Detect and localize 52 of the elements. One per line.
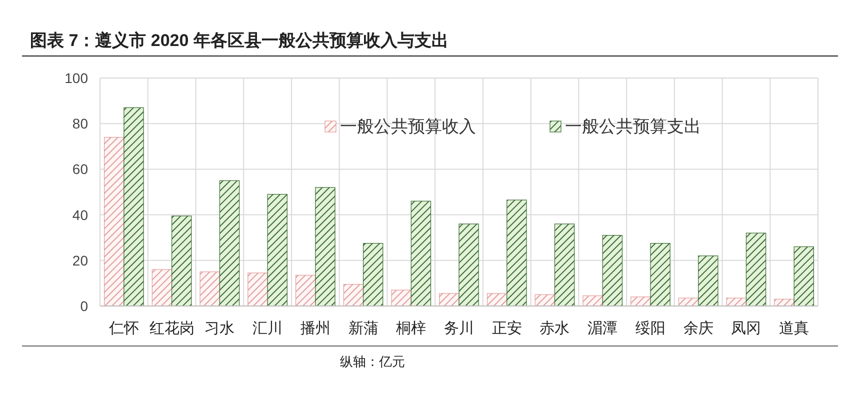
bar (248, 272, 268, 306)
bar (104, 136, 124, 306)
y-tick-label: 20 (72, 252, 88, 268)
bar (172, 216, 192, 306)
bar (582, 295, 603, 306)
bar (678, 298, 699, 306)
bar (391, 290, 412, 306)
bar (794, 246, 814, 306)
bar (746, 232, 766, 306)
y-tick-label: 0 (80, 298, 88, 314)
y-tick-label: 60 (72, 161, 88, 178)
bar (458, 224, 479, 306)
x-tick-label: 湄潭 (588, 320, 618, 337)
bar (200, 272, 220, 306)
x-tick-label: 习水 (204, 320, 235, 337)
bar (267, 194, 288, 306)
text: 纵轴：亿元 (340, 354, 405, 369)
x-tick-label: 务川 (444, 320, 474, 337)
bar (410, 200, 432, 306)
bar (362, 243, 384, 306)
legend-label: 一般公共预算收入 (340, 117, 476, 136)
x-tick-label: 汇川 (252, 320, 283, 337)
bar (295, 274, 316, 306)
y-tick-label: 80 (72, 116, 88, 132)
x-tick-label: 仁怀 (108, 320, 139, 337)
bar (506, 200, 527, 306)
x-tick-label: 红花岗 (149, 320, 194, 337)
bar (315, 187, 336, 306)
y-tick-label: 40 (72, 206, 88, 223)
x-tick-label: 赤水 (540, 320, 570, 337)
bar (439, 293, 460, 306)
bar (152, 269, 172, 306)
chart-title: 图表 7：遵义市 2020 年各区县一般公共预算收入与支出 (30, 31, 448, 50)
bar (602, 235, 623, 306)
x-tick-label: 余庆 (683, 320, 714, 337)
bar (219, 180, 240, 306)
x-tick-label: 绥阳 (635, 320, 666, 337)
x-tick-label: 正安 (492, 320, 522, 337)
bar (726, 298, 746, 306)
bar (124, 107, 144, 306)
x-tick-label: 道真 (779, 320, 810, 337)
bar (698, 256, 718, 306)
bar (343, 284, 364, 306)
x-tick-label: 新蒲 (348, 320, 378, 337)
legend-label: 一般公共预算支出 (565, 117, 701, 136)
x-tick-label: 桐梓 (395, 320, 426, 337)
bar (486, 293, 508, 306)
bar (650, 243, 670, 306)
x-tick-label: 播州 (300, 320, 330, 337)
y-tick-label: 100 (64, 70, 88, 86)
x-tick-label: 凤冈 (731, 320, 762, 337)
bar (554, 224, 575, 306)
